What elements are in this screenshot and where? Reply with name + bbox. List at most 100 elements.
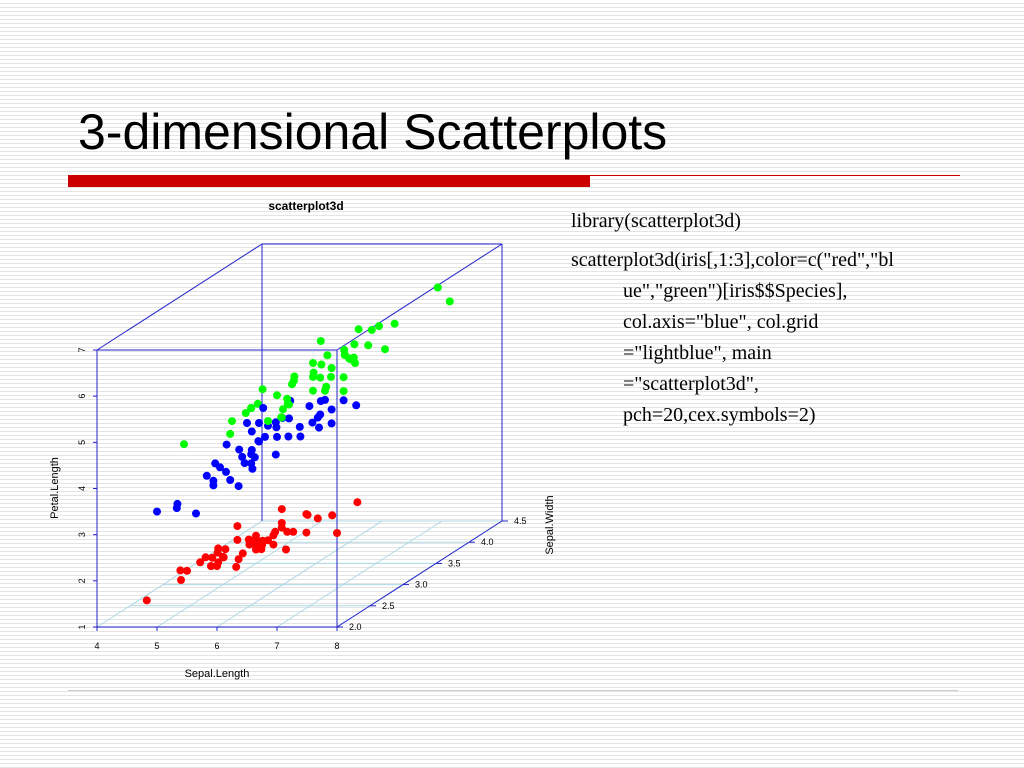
data-point	[216, 463, 224, 472]
y-tick-label: 2.0	[349, 622, 362, 632]
data-point	[251, 540, 260, 549]
tick-layer: 4 5 6 7 8 1 2 3 4 5 6 7 2.0 2.5 3.0 3.5 4.0 4.5	[77, 347, 527, 651]
data-point	[282, 545, 290, 554]
data-point	[269, 540, 278, 549]
data-point	[226, 429, 235, 438]
data-point	[305, 402, 314, 411]
data-point	[285, 414, 293, 423]
data-point	[381, 345, 389, 354]
x-tick-label: 4	[94, 641, 99, 651]
z-tick-label: 6	[77, 394, 87, 399]
data-point	[201, 553, 210, 562]
data-point	[271, 450, 280, 459]
data-point	[257, 545, 266, 554]
y-tick-label: 4.0	[481, 537, 494, 547]
grid-layer	[96, 520, 503, 628]
data-point	[244, 535, 253, 544]
data-point	[273, 391, 281, 400]
data-point	[202, 471, 211, 480]
data-point	[367, 325, 376, 334]
data-point	[340, 345, 349, 354]
data-point	[283, 527, 292, 536]
data-point	[279, 405, 287, 414]
data-point	[288, 380, 296, 389]
data-point	[180, 440, 188, 449]
data-point	[172, 504, 181, 513]
grid-line-x	[156, 520, 323, 628]
data-point	[349, 353, 358, 362]
data-point	[261, 432, 269, 441]
data-point	[226, 476, 235, 484]
title-accent-bar	[68, 175, 590, 187]
data-point	[192, 509, 200, 518]
data-point	[315, 423, 323, 432]
slide-title: 3-dimensional Scatterplots	[78, 104, 668, 160]
data-point	[269, 531, 278, 540]
data-point	[233, 522, 242, 531]
data-point	[259, 404, 268, 412]
data-point	[350, 340, 359, 349]
title-rule	[590, 175, 960, 176]
data-point	[284, 432, 293, 441]
data-point	[264, 417, 272, 426]
data-point	[252, 531, 260, 540]
x-tick-label: 6	[214, 641, 219, 651]
data-point	[264, 536, 272, 545]
data-point	[234, 482, 243, 491]
data-point	[364, 341, 373, 350]
code-text: ="scatterplot3d",	[623, 373, 759, 395]
data-point	[254, 437, 263, 446]
code-text: ue","green")[iris$$Species],	[623, 280, 848, 302]
data-point	[302, 528, 311, 537]
data-point	[317, 360, 326, 369]
grid-line-x	[216, 520, 383, 628]
data-point	[207, 562, 215, 571]
y-tick-label: 4.5	[514, 516, 527, 526]
data-point	[321, 386, 329, 395]
data-point	[240, 459, 249, 468]
data-point	[390, 319, 399, 328]
data-point	[255, 419, 263, 427]
scatterplot3d-chart: 4 5 6 7 8 1 2 3 4 5 6 7 2.0 2.5 3.0 3.5 4.0 4.5 scatterpl…	[49, 199, 556, 680]
data-point	[273, 432, 281, 441]
data-point	[233, 535, 242, 544]
y-tick-label: 2.5	[382, 601, 395, 611]
code-block: library(scatterplot3d) scatterplot3d(iri…	[571, 206, 991, 439]
data-point	[222, 467, 230, 476]
data-point	[333, 529, 341, 537]
x-tick-label: 5	[154, 641, 159, 651]
x-tick-label: 8	[334, 641, 339, 651]
data-point	[327, 372, 335, 381]
data-point	[247, 427, 256, 436]
data-point	[222, 440, 231, 449]
y-tick-label: 3.5	[448, 558, 461, 568]
data-point	[354, 325, 363, 334]
data-point	[153, 507, 161, 516]
data-point	[375, 322, 383, 331]
data-point	[221, 545, 230, 554]
data-point	[238, 549, 247, 558]
data-point	[339, 387, 348, 396]
data-point	[277, 505, 286, 514]
y-tick-label: 3.0	[415, 580, 428, 590]
data-point	[328, 511, 337, 520]
data-point	[253, 399, 262, 408]
code-line-library: library(scatterplot3d)	[571, 206, 991, 237]
box-edge	[96, 243, 263, 351]
grid-line-x	[276, 520, 443, 628]
data-point	[277, 519, 286, 527]
code-text: pch=20,cex.symbols=2)	[623, 404, 816, 426]
data-point	[445, 297, 454, 306]
z-axis-label: Petal.Length	[49, 457, 61, 519]
z-tick-label: 1	[77, 624, 87, 629]
chart-title: scatterplot3d	[268, 199, 343, 213]
data-point	[353, 498, 362, 507]
z-tick-label: 5	[77, 440, 87, 445]
data-point	[176, 566, 185, 575]
data-point	[177, 576, 185, 584]
data-point	[339, 373, 348, 382]
data-point	[232, 562, 241, 571]
x-tick-label: 7	[274, 641, 279, 651]
data-point	[277, 413, 286, 422]
data-point	[327, 405, 336, 414]
